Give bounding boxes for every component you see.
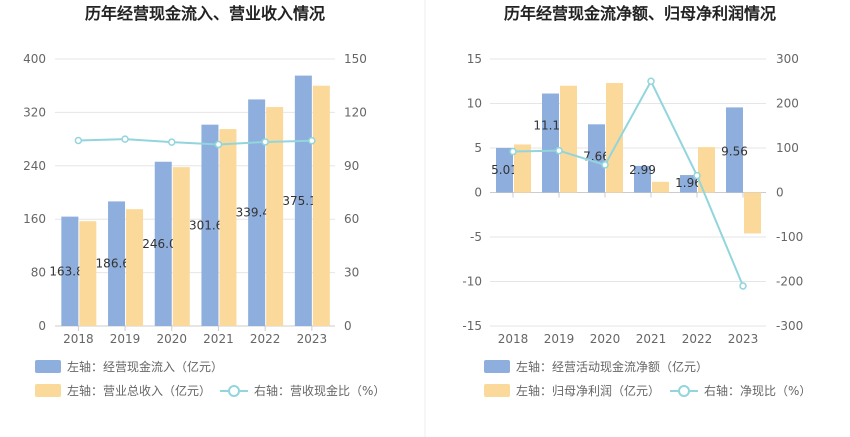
- chart1-legend-label: 左轴：经营现金流入（亿元）: [67, 359, 223, 374]
- chart1-left-tick-label: 240: [23, 159, 46, 173]
- chart1-bar-secondary: [79, 221, 97, 326]
- chart2-legend-label: 右轴：净现比（%）: [704, 383, 811, 398]
- chart1-line-point: [308, 136, 316, 145]
- chart2-left-tick-label: -5: [470, 230, 482, 244]
- chart1-title: 历年经营现金流入、营业收入情况: [85, 4, 325, 23]
- chart2-x-tick-label: 2023: [728, 332, 759, 346]
- chart1-x-tick-label: 2022: [250, 332, 281, 346]
- chart2-x-tick-label: 2020: [590, 332, 621, 346]
- chart2-bar-secondary: [560, 85, 577, 193]
- chart1-legend-line-marker: [228, 385, 240, 397]
- chart2-line-point: [601, 161, 609, 169]
- chart2-legend-swatch: [484, 384, 510, 397]
- chart2-left-tick-label: 15: [467, 52, 482, 66]
- chart2-legend-label: 左轴：归母净利润（亿元）: [516, 383, 660, 398]
- chart2-x-tick-label: 2022: [682, 332, 713, 346]
- chart1-legend-swatch: [35, 360, 61, 373]
- chart1-bar-primary: [294, 75, 312, 326]
- chart2-right-tick-label: 200: [776, 97, 799, 111]
- chart1-x-tick-label: 2023: [297, 332, 328, 346]
- chart1-bar-secondary: [266, 107, 284, 326]
- chart2-bar-secondary: [606, 83, 623, 193]
- chart2-bar-primary: [726, 107, 743, 193]
- chart1-line-point: [74, 136, 83, 145]
- chart2-right-tick-label: -200: [776, 275, 803, 289]
- chart1-x-tick-label: 2020: [156, 332, 187, 346]
- chart2-right-tick-label: 100: [776, 141, 799, 155]
- chart2-right-tick-label: -100: [776, 230, 803, 244]
- chart1-bar-primary: [108, 201, 126, 326]
- chart1-left-tick-label: 320: [23, 105, 46, 119]
- chart2-data-label: 1.96: [675, 176, 702, 190]
- chart2-data-label: 7.66: [583, 149, 610, 163]
- chart2-bar-secondary: [514, 144, 531, 193]
- chart2-line-point: [509, 147, 517, 156]
- chart2-bar-secondary: [698, 147, 715, 193]
- chart1-bar-secondary: [312, 85, 330, 326]
- chart1-legend-label: 右轴：营收现金比（%）: [254, 383, 385, 398]
- chart1-line-point: [168, 138, 176, 146]
- chart2-bar-secondary: [652, 181, 669, 193]
- chart2-data-label: 2.99: [629, 163, 656, 177]
- chart1-right-tick-label: 150: [344, 52, 367, 66]
- chart1-bar-primary: [248, 99, 266, 326]
- chart2-right-tick-label: 300: [776, 52, 799, 66]
- chart1-left-tick-label: 0: [38, 319, 46, 333]
- chart2-right-tick-label: 0: [776, 186, 784, 200]
- chart2-legend-swatch: [484, 360, 510, 373]
- chart1-bar-secondary: [219, 129, 237, 326]
- chart2-left-tick-label: 5: [474, 141, 482, 155]
- chart2-bar-primary: [542, 93, 559, 193]
- chart2-left-tick-label: -10: [462, 275, 482, 289]
- chart2-left-tick-label: 0: [474, 186, 482, 200]
- chart1-right-tick-label: 120: [344, 105, 367, 119]
- chart2-x-tick-label: 2018: [498, 332, 529, 346]
- chart1-x-tick-label: 2018: [63, 332, 94, 346]
- chart2-bar-primary: [634, 165, 651, 193]
- chart2-bar-secondary: [744, 192, 761, 234]
- chart2-bar-primary: [588, 124, 605, 193]
- chart1-bar-primary: [61, 216, 79, 326]
- chart1-legend-label: 左轴：营业总收入（亿元）: [67, 383, 211, 398]
- chart1-right-tick-label: 60: [344, 212, 359, 226]
- chart2-title: 历年经营现金流净额、归母净利润情况: [504, 4, 776, 23]
- chart2-line-point: [693, 171, 701, 180]
- chart1-legend-swatch: [35, 384, 61, 397]
- chart2-bar-primary: [680, 175, 697, 193]
- chart2-data-label: 5.01: [491, 163, 518, 177]
- chart1-bar-secondary: [172, 167, 190, 326]
- chart1-line-point: [261, 138, 269, 146]
- chart1-bar-primary: [201, 124, 219, 326]
- chart2-left-tick-label: 10: [467, 97, 482, 111]
- chart2-data-label: 9.56: [721, 144, 748, 158]
- chart1-left-tick-label: 400: [23, 52, 46, 66]
- chart1-bar-primary: [154, 161, 172, 326]
- chart2-x-tick-label: 2019: [544, 332, 575, 346]
- chart1-right-tick-label: 0: [344, 319, 352, 333]
- chart2-data-label: 11.12: [533, 119, 567, 133]
- chart2-line-point: [555, 146, 563, 155]
- chart2-line-series: [512, 79, 744, 287]
- chart1-line-series: [78, 138, 312, 146]
- chart2-line-point: [739, 282, 747, 290]
- chart1-left-tick-label: 160: [23, 212, 46, 226]
- chart2-right-tick-label: -300: [776, 319, 803, 333]
- chart1-x-tick-label: 2021: [203, 332, 234, 346]
- chart1-line-point: [121, 135, 129, 143]
- chart1-right-tick-label: 90: [344, 159, 359, 173]
- chart1-line-point: [214, 140, 223, 149]
- chart2-left-tick-label: -15: [462, 319, 482, 333]
- chart1-left-tick-label: 80: [31, 266, 46, 280]
- chart1-right-tick-label: 30: [344, 266, 359, 280]
- chart1-x-tick-label: 2019: [110, 332, 141, 346]
- chart2-bar-primary: [496, 147, 513, 193]
- chart2-legend-line-marker: [678, 385, 690, 397]
- chart2-line-point: [647, 77, 655, 85]
- chart1-bar-secondary: [126, 209, 144, 326]
- chart2-legend-label: 左轴：经营活动现金流净额（亿元）: [516, 359, 708, 374]
- chart2-x-tick-label: 2021: [636, 332, 667, 346]
